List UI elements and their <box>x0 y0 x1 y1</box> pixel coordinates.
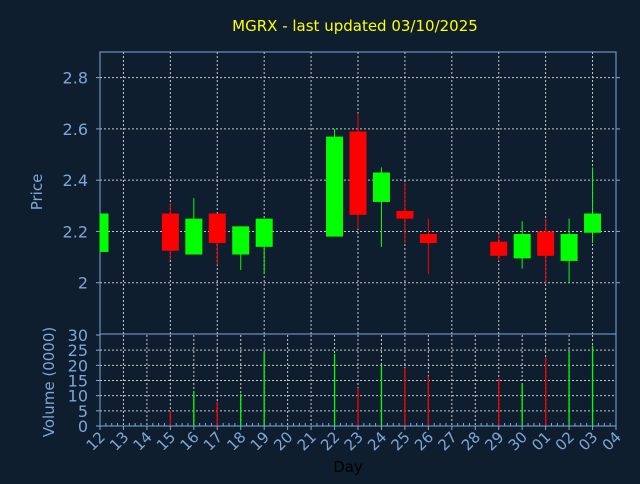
candle-body <box>326 136 344 237</box>
volume-tick-label: 20 <box>68 356 88 375</box>
price-tick-label: 2.4 <box>63 171 88 190</box>
x-axis-label: Day <box>333 458 363 476</box>
candle-body <box>372 172 390 202</box>
x-tick-label: 21 <box>294 428 320 454</box>
x-tick-label: 18 <box>223 428 249 454</box>
x-tick-label: 15 <box>153 428 179 454</box>
volume-tick-label: 15 <box>68 372 88 391</box>
candle-body <box>349 131 367 215</box>
candle-body <box>185 218 203 255</box>
volume-tick-label: 30 <box>68 326 88 345</box>
candle-body <box>232 226 250 255</box>
x-tick-label: 27 <box>434 428 460 454</box>
candle-body <box>490 241 508 256</box>
price-axis-label: Price <box>28 174 46 211</box>
candle-body <box>537 231 555 256</box>
x-tick-label: 26 <box>411 428 437 454</box>
x-tick-label: 16 <box>176 428 202 454</box>
price-tick-label: 2 <box>78 274 88 293</box>
x-tick-label: 29 <box>481 428 507 454</box>
volume-panel: 0510152025301213141516171819202122232425… <box>68 326 625 454</box>
x-tick-label: 19 <box>247 428 273 454</box>
volume-tick-label: 5 <box>78 402 88 421</box>
x-tick-label: 17 <box>200 428 226 454</box>
volume-plot-frame <box>99 333 617 427</box>
x-tick-label: 22 <box>317 428 343 454</box>
x-tick-label: 28 <box>458 428 484 454</box>
chart-title: MGRX - last updated 03/10/2025 <box>232 17 478 35</box>
x-tick-label: 24 <box>364 428 390 454</box>
x-tick-label: 23 <box>341 428 367 454</box>
x-tick-label: 13 <box>106 428 132 454</box>
candle-body <box>100 213 109 252</box>
x-tick-label: 03 <box>575 428 601 454</box>
x-tick-label: 25 <box>388 428 414 454</box>
x-tick-label: 20 <box>270 428 296 454</box>
volume-tick-label: 25 <box>68 341 88 360</box>
candle-body <box>513 234 531 259</box>
price-panel: 2 2.2 2.4 2.6 2.8 <box>63 51 620 335</box>
x-tick-label: 04 <box>599 428 625 454</box>
price-tick-label: 2.2 <box>63 222 88 241</box>
price-tick-label: 2.8 <box>63 69 88 88</box>
volume-tick-label: 10 <box>68 387 88 406</box>
candle-body <box>396 210 414 219</box>
candle-body <box>255 218 273 247</box>
x-tick-label: 14 <box>130 428 156 454</box>
candle-body <box>208 213 226 243</box>
volume-tick-label: 0 <box>78 417 88 436</box>
price-tick-label: 2.6 <box>63 120 88 139</box>
candle-body <box>584 213 602 233</box>
x-tick-label: 02 <box>552 428 578 454</box>
x-tick-label: 01 <box>528 428 554 454</box>
candle-body <box>161 213 179 251</box>
volume-axis-label: Volume (0000) <box>40 327 58 437</box>
candle-body <box>560 234 578 261</box>
candle-body <box>419 234 437 243</box>
x-tick-label: 30 <box>505 428 531 454</box>
